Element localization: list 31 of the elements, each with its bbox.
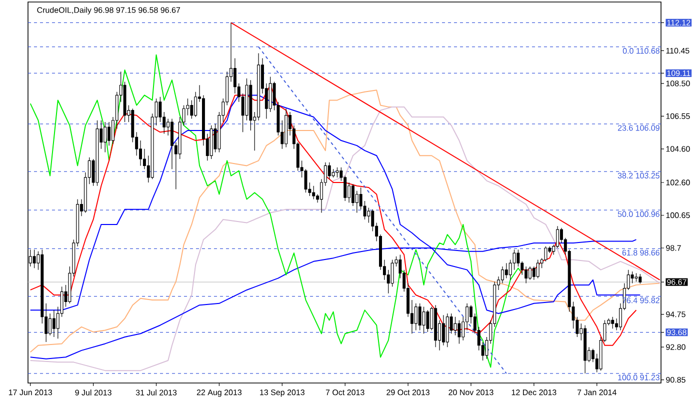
y-tick-label: 110.45 xyxy=(666,48,690,54)
x-tick-label: 29 Oct 2013 xyxy=(386,390,430,396)
x-tick-label: 12 Dec 2013 xyxy=(512,390,556,396)
ref-line-label: 38.2 103.25 xyxy=(618,172,660,178)
y-tick-label: 102.60 xyxy=(666,180,690,186)
y-tick-label: 104.60 xyxy=(666,146,690,152)
x-tick-label: 9 Jul 2013 xyxy=(75,390,112,396)
y-tick-label: 109.11 xyxy=(667,70,690,76)
y-tick-label: 96.67 xyxy=(667,279,686,285)
ref-line-label: 100.0 91.23 xyxy=(618,374,660,380)
y-tick-label: 98.7 xyxy=(666,245,681,251)
x-tick-label: 7 Jan 2014 xyxy=(577,390,616,396)
ref-line-label: 0.0 110.68 xyxy=(622,48,660,54)
ref-line-label: 23.6 106.09 xyxy=(618,125,660,131)
x-tick-label: 13 Sep 2013 xyxy=(260,390,304,397)
x-tick-label: 7 Oct 2013 xyxy=(326,390,364,396)
y-tick-label: 100.65 xyxy=(666,212,690,218)
x-tick-label: 17 Jun 2013 xyxy=(8,390,52,396)
x-tick-label: 22 Aug 2013 xyxy=(196,390,242,397)
x-tick-label: 31 Jul 2013 xyxy=(136,390,177,396)
y-tick-label: 94.75 xyxy=(666,311,686,318)
y-tick-label: 93.68 xyxy=(667,329,686,336)
x-tick-label: 20 Nov 2013 xyxy=(448,390,494,396)
y-tick-label: 92.80 xyxy=(666,344,686,350)
y-tick-label: 106.55 xyxy=(666,113,690,120)
y-tick-label: 112.12 xyxy=(667,20,690,26)
y-tick-label: 108.50 xyxy=(666,80,690,86)
text: CrudeOIL,Daily 96.98 97.15 96.58 96.67 xyxy=(37,7,180,14)
ref-line-label: 61.8 98.66 xyxy=(622,250,660,256)
ref-line-label: 50.0 100.96 xyxy=(618,211,660,217)
y-tick-label: 90.85 xyxy=(666,376,686,383)
